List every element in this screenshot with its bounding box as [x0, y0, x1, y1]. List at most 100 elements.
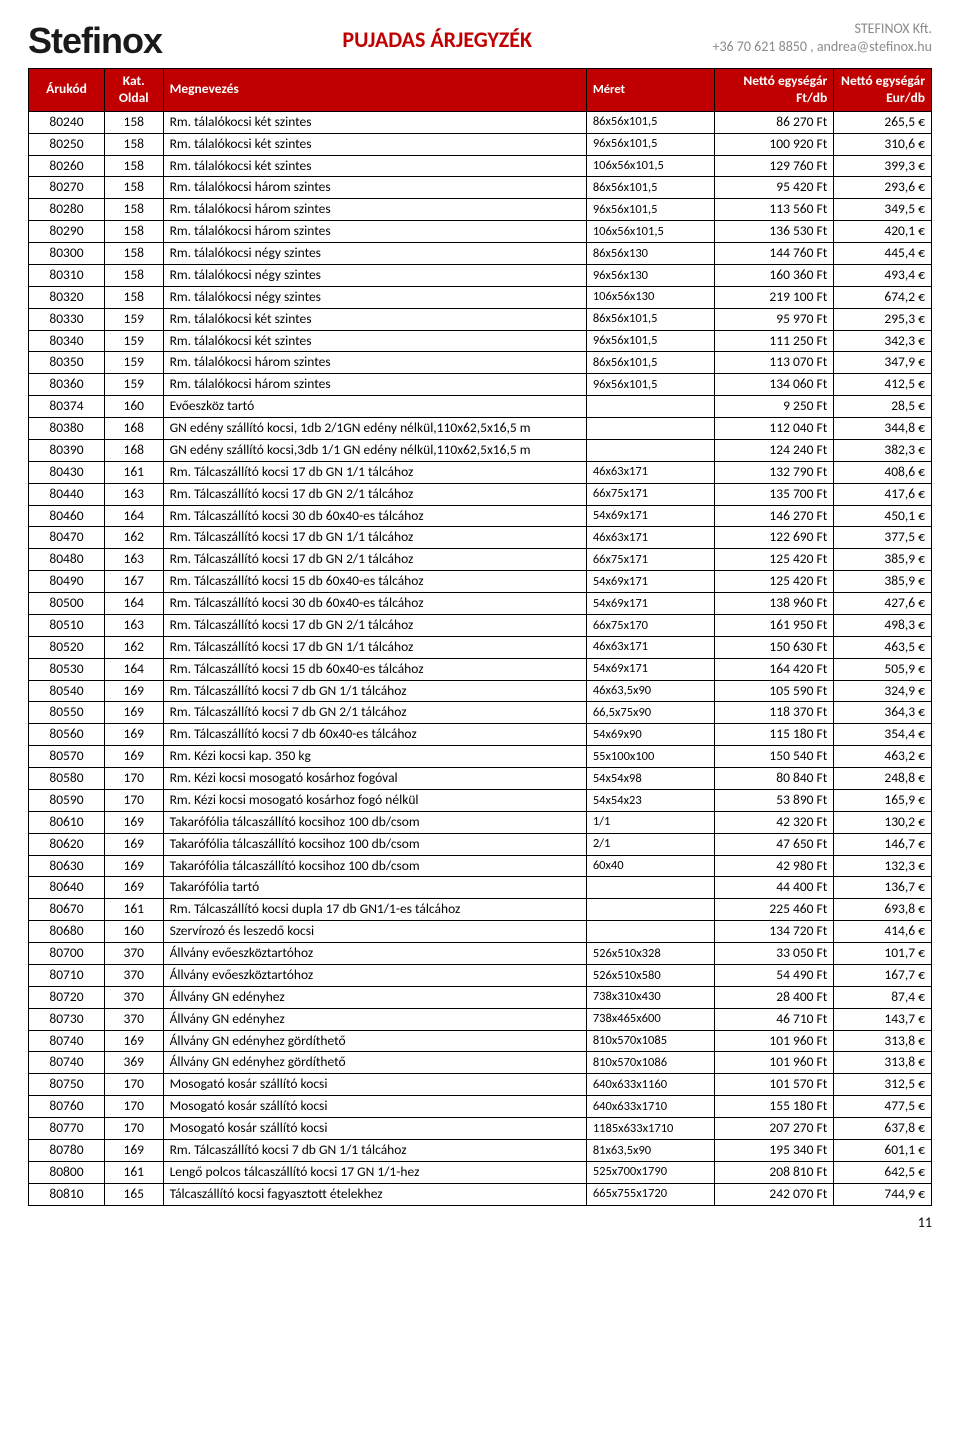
cell-meret: 54x69x90 [586, 724, 714, 746]
cell-ft: 138 960 Ft [714, 593, 833, 615]
logo: Stefinox [28, 20, 162, 62]
table-header-row: Árukód Kat. Oldal Megnevezés Méret Nettó… [29, 69, 932, 112]
cell-megnevezes: Rm. tálalókocsi két szintes [163, 330, 586, 352]
cell-eur: 693,8 € [834, 899, 932, 921]
cell-meret: 54x54x98 [586, 768, 714, 790]
cell-megnevezes: Rm. Tálcaszállító kocsi dupla 17 db GN1/… [163, 899, 586, 921]
cell-megnevezes: Állvány GN edényhez gördíthető [163, 1030, 586, 1052]
cell-megnevezes: Állvány evőeszköztartóhoz [163, 943, 586, 965]
cell-kat: 370 [104, 943, 163, 965]
cell-megnevezes: Rm. Tálcaszállító kocsi 7 db GN 1/1 tálc… [163, 1139, 586, 1161]
col-kat: Kat. Oldal [104, 69, 163, 112]
cell-meret: 66,5x75x90 [586, 702, 714, 724]
cell-kat: 163 [104, 549, 163, 571]
cell-eur: 167,7 € [834, 964, 932, 986]
table-row: 80250158Rm. tálalókocsi két szintes96x56… [29, 133, 932, 155]
cell-meret: 55x100x100 [586, 746, 714, 768]
table-row: 80520162Rm. Tálcaszállító kocsi 17 db GN… [29, 636, 932, 658]
cell-megnevezes: GN edény szállító kocsi,3db 1/1 GN edény… [163, 439, 586, 461]
table-row: 80500164Rm. Tálcaszállító kocsi 30 db 60… [29, 593, 932, 615]
cell-meret: 106x56x101,5 [586, 221, 714, 243]
cell-arukod: 80750 [29, 1074, 105, 1096]
cell-arukod: 80630 [29, 855, 105, 877]
table-row: 80720370Állvány GN edényhez738x310x43028… [29, 986, 932, 1008]
table-row: 80800161Lengő polcos tálcaszállító kocsi… [29, 1161, 932, 1183]
company-info: STEFINOX Kft. +36 70 621 8850 , andrea@s… [712, 20, 932, 56]
cell-ft: 100 920 Ft [714, 133, 833, 155]
cell-megnevezes: Rm. tálalókocsi négy szintes [163, 286, 586, 308]
price-table: Árukód Kat. Oldal Megnevezés Méret Nettó… [28, 68, 932, 1206]
cell-kat: 159 [104, 308, 163, 330]
cell-arukod: 80390 [29, 439, 105, 461]
cell-ft: 118 370 Ft [714, 702, 833, 724]
cell-meret: 96x56x101,5 [586, 374, 714, 396]
cell-eur: 642,5 € [834, 1161, 932, 1183]
cell-megnevezes: Rm. tálalókocsi három szintes [163, 199, 586, 221]
cell-megnevezes: Rm. tálalókocsi három szintes [163, 374, 586, 396]
cell-megnevezes: Rm. Tálcaszállító kocsi 7 db GN 2/1 tálc… [163, 702, 586, 724]
cell-eur: 324,9 € [834, 680, 932, 702]
cell-ft: 207 270 Ft [714, 1118, 833, 1140]
cell-kat: 164 [104, 658, 163, 680]
table-row: 80300158Rm. tálalókocsi négy szintes86x5… [29, 243, 932, 265]
cell-megnevezes: Lengő polcos tálcaszállító kocsi 17 GN 1… [163, 1161, 586, 1183]
table-row: 80700370Állvány evőeszköztartóhoz526x510… [29, 943, 932, 965]
table-row: 80380168GN edény szállító kocsi, 1db 2/1… [29, 418, 932, 440]
cell-megnevezes: Rm. Tálcaszállító kocsi 17 db GN 2/1 tál… [163, 483, 586, 505]
cell-eur: 349,5 € [834, 199, 932, 221]
cell-arukod: 80240 [29, 111, 105, 133]
cell-kat: 170 [104, 1074, 163, 1096]
cell-ft: 113 070 Ft [714, 352, 833, 374]
cell-arukod: 80680 [29, 921, 105, 943]
cell-meret [586, 899, 714, 921]
cell-megnevezes: Rm. Tálcaszállító kocsi 17 db GN 1/1 tál… [163, 527, 586, 549]
cell-kat: 158 [104, 177, 163, 199]
cell-meret: 525x700x1790 [586, 1161, 714, 1183]
cell-arukod: 80670 [29, 899, 105, 921]
cell-ft: 208 810 Ft [714, 1161, 833, 1183]
cell-meret: 46x63x171 [586, 636, 714, 658]
cell-ft: 105 590 Ft [714, 680, 833, 702]
cell-eur: 385,9 € [834, 571, 932, 593]
cell-arukod: 80300 [29, 243, 105, 265]
cell-kat: 169 [104, 702, 163, 724]
table-row: 80730370Állvány GN edényhez738x465x60046… [29, 1008, 932, 1030]
cell-meret: 86x56x101,5 [586, 111, 714, 133]
cell-ft: 86 270 Ft [714, 111, 833, 133]
table-row: 80670161Rm. Tálcaszállító kocsi dupla 17… [29, 899, 932, 921]
cell-ft: 242 070 Ft [714, 1183, 833, 1205]
cell-megnevezes: Rm. tálalókocsi három szintes [163, 352, 586, 374]
cell-arukod: 80260 [29, 155, 105, 177]
cell-arukod: 80440 [29, 483, 105, 505]
cell-eur: 414,6 € [834, 921, 932, 943]
cell-megnevezes: Rm. Tálcaszállító kocsi 7 db GN 1/1 tálc… [163, 680, 586, 702]
cell-kat: 169 [104, 680, 163, 702]
cell-eur: 364,3 € [834, 702, 932, 724]
company-contact: +36 70 621 8850 , andrea@stefinox.hu [712, 38, 932, 56]
cell-eur: 505,9 € [834, 658, 932, 680]
cell-eur: 132,3 € [834, 855, 932, 877]
table-row: 80540169Rm. Tálcaszállító kocsi 7 db GN … [29, 680, 932, 702]
table-row: 80780169Rm. Tálcaszállító kocsi 7 db GN … [29, 1139, 932, 1161]
cell-megnevezes: Rm. tálalókocsi három szintes [163, 177, 586, 199]
table-row: 80240158Rm. tálalókocsi két szintes86x56… [29, 111, 932, 133]
cell-eur: 165,9 € [834, 789, 932, 811]
cell-megnevezes: Állvány evőeszköztartóhoz [163, 964, 586, 986]
cell-arukod: 80500 [29, 593, 105, 615]
cell-meret: 810x570x1085 [586, 1030, 714, 1052]
cell-eur: 344,8 € [834, 418, 932, 440]
table-row: 80760170Mosogató kosár szállító kocsi640… [29, 1096, 932, 1118]
cell-kat: 159 [104, 374, 163, 396]
table-row: 80340159Rm. tálalókocsi két szintes96x56… [29, 330, 932, 352]
cell-ft: 134 060 Ft [714, 374, 833, 396]
cell-arukod: 80770 [29, 1118, 105, 1140]
cell-meret [586, 418, 714, 440]
cell-meret [586, 877, 714, 899]
cell-kat: 164 [104, 593, 163, 615]
cell-arukod: 80310 [29, 264, 105, 286]
cell-arukod: 80590 [29, 789, 105, 811]
table-row: 80750170Mosogató kosár szállító kocsi640… [29, 1074, 932, 1096]
cell-kat: 158 [104, 243, 163, 265]
table-row: 80490167Rm. Tálcaszállító kocsi 15 db 60… [29, 571, 932, 593]
cell-kat: 169 [104, 833, 163, 855]
